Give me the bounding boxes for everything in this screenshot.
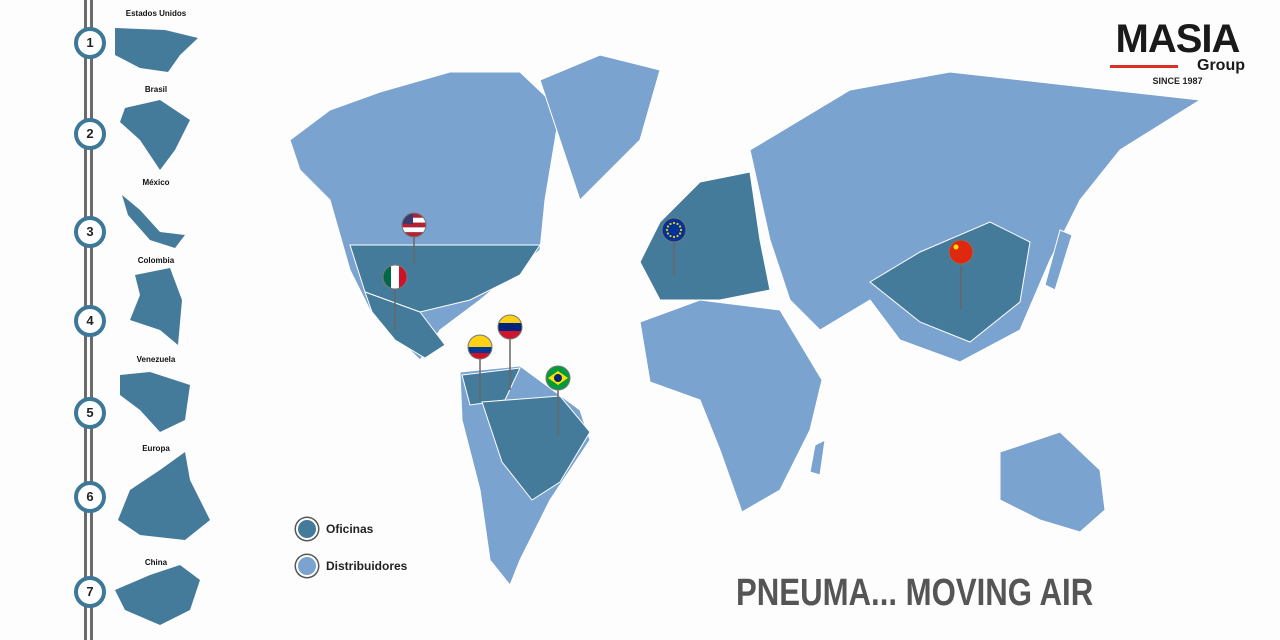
mini-usa — [115, 28, 198, 72]
venezuela-pin[interactable] — [497, 314, 523, 390]
china-flag-icon — [949, 240, 973, 264]
brazil-pin[interactable] — [545, 365, 571, 435]
legend-distributors-label: Distribuidores — [326, 559, 408, 573]
logo-since: SINCE 1987 — [1152, 76, 1203, 86]
mexico-pin[interactable] — [382, 264, 408, 330]
mini-europe — [118, 452, 210, 540]
logo-name: MASIA — [1115, 17, 1241, 61]
venezuela-flag-icon — [498, 315, 522, 339]
logo-sub: Group — [1110, 58, 1245, 74]
united-states-pin[interactable] — [401, 212, 427, 265]
brazil-flag-icon — [546, 366, 570, 390]
madagascar — [809, 439, 826, 476]
step-4: 4 — [74, 305, 106, 337]
africa — [639, 299, 823, 513]
mini-mexico — [122, 195, 185, 248]
us-flag-icon — [402, 213, 426, 237]
step-6: 6 — [74, 481, 106, 513]
step-7: 7 — [74, 576, 106, 608]
masia-logo: MASIA Group SINCE 1987 — [1110, 17, 1245, 86]
colombia-flag-icon — [468, 335, 492, 359]
country-label: China — [144, 558, 168, 567]
offices-swatch-icon — [296, 518, 318, 540]
australia — [999, 431, 1106, 533]
mini-brazil — [120, 100, 190, 170]
step-5: 5 — [74, 397, 106, 429]
slogan: PNEUMA... MOVING AIR — [736, 572, 1094, 614]
eu-flag-icon — [662, 218, 686, 242]
country-label: Europa — [142, 444, 170, 453]
japan — [1044, 229, 1073, 291]
distributors-swatch-icon — [296, 555, 318, 577]
china — [869, 221, 1031, 343]
colombia-pin[interactable] — [467, 334, 493, 400]
mini-china — [115, 565, 200, 625]
mini-venezuela — [120, 372, 190, 432]
mini-colombia — [130, 268, 182, 345]
step-2: 2 — [74, 118, 106, 150]
greenland — [539, 54, 661, 201]
asia — [749, 71, 1202, 363]
country-label: Brasil — [144, 85, 168, 94]
country-label: México — [142, 178, 170, 187]
brazil — [481, 395, 591, 501]
mexico-flag-icon — [383, 265, 407, 289]
europe — [639, 171, 771, 301]
mexico — [364, 291, 446, 359]
country-label: Venezuela — [136, 355, 176, 364]
legend-distributors: Distribuidores — [296, 555, 407, 577]
china-pin[interactable] — [948, 239, 974, 310]
step-3: 3 — [74, 216, 106, 248]
step-1: 1 — [74, 27, 106, 59]
legend-offices: Oficinas — [296, 518, 373, 540]
country-label: Colombia — [137, 256, 175, 265]
legend-offices-label: Oficinas — [326, 522, 374, 536]
europe-pin[interactable] — [661, 217, 687, 275]
north-america — [289, 71, 561, 361]
country-label: Estados Unidos — [125, 9, 187, 18]
